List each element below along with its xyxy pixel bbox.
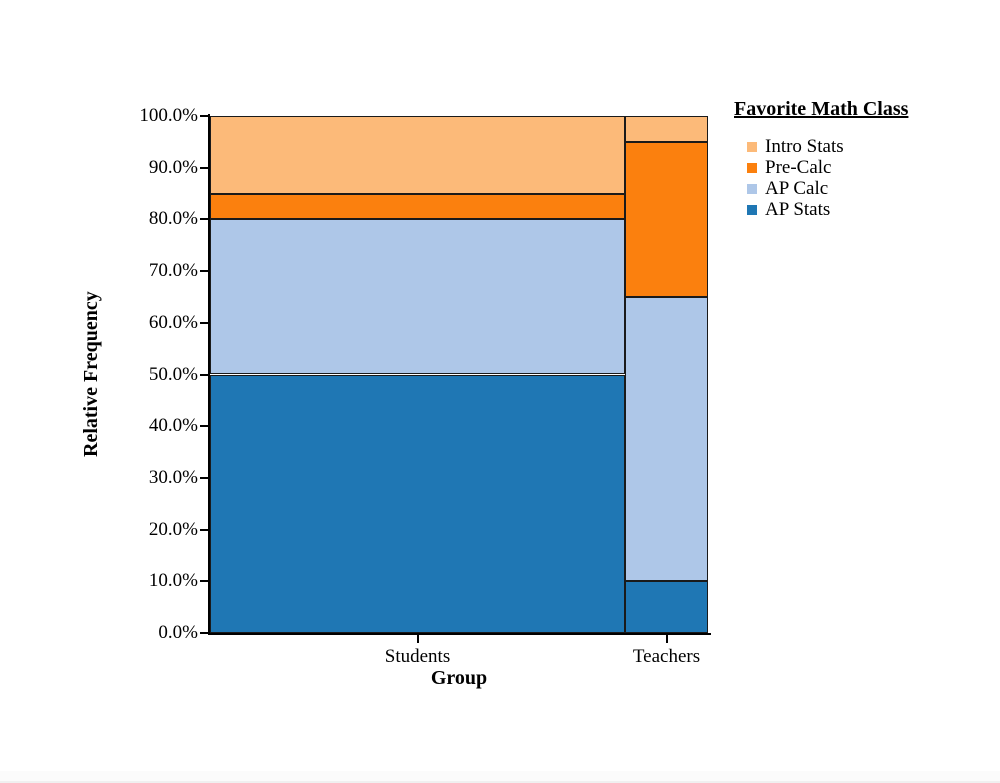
legend-swatch-ap-stats [747,204,757,215]
y-tick-30 [200,476,208,479]
y-axis-line [208,114,210,635]
y-tick-20 [200,528,208,531]
bar-segment-students-ap-calc [210,219,625,375]
legend-item-intro-stats: Intro Stats [734,136,908,157]
y-tick-label-0: 0.0% [158,622,198,643]
legend-item-pre-calc: Pre-Calc [734,157,908,178]
y-tick-label-90: 90.0% [148,156,198,178]
bar-segment-teachers-pre-calc [625,141,708,297]
x-tick-label-students: Students [384,646,451,667]
y-tick-0 [200,632,208,634]
y-tick-10 [200,580,208,583]
x-tick-students [416,635,419,643]
legend-title: Favorite Math Class [734,98,909,120]
y-tick-label-70: 70.0% [148,260,198,282]
legend-label-ap-calc: AP Calc [765,178,829,199]
bar-segment-students-pre-calc [210,193,625,220]
y-tick-label-40: 40.0% [148,415,198,437]
x-tick-label-teachers: Teachers [632,646,701,667]
y-tick-label-100: 100.0% [139,105,198,126]
page-bottom-edge [0,771,1000,783]
y-tick-40 [200,425,208,428]
legend-swatch-pre-calc [747,162,757,173]
y-tick-70 [200,270,208,273]
legend-item-ap-stats: AP Stats [734,199,908,220]
y-tick-label-20: 20.0% [148,518,198,540]
y-tick-label-50: 50.0% [148,363,198,385]
legend: Favorite Math Class Intro Stats Pre-Calc A… [734,98,908,220]
bar-segment-students-ap-stats [210,374,625,633]
y-tick-label-60: 60.0% [148,311,198,333]
legend-label-ap-stats: AP Stats [765,199,831,220]
y-tick-90 [200,166,208,169]
legend-label-pre-calc: Pre-Calc [765,157,832,178]
bar-segment-teachers-ap-calc [625,296,708,582]
y-tick-100 [200,115,208,117]
bar-segment-teachers-intro-stats [625,116,708,142]
y-tick-80 [200,218,208,221]
x-axis-title: Group [430,667,488,689]
y-tick-50 [200,373,208,376]
x-tick-teachers [665,635,668,643]
bar-segment-teachers-ap-stats [625,581,708,633]
y-tick-label-80: 80.0% [148,208,198,230]
x-axis-line [208,633,711,635]
y-tick-label-10: 10.0% [148,570,198,592]
legend-item-ap-calc: AP Calc [734,178,908,199]
legend-swatch-intro-stats [747,141,757,152]
y-tick-60 [200,321,208,324]
legend-items: Intro Stats Pre-Calc AP Calc AP Stats [734,136,908,220]
bar-segment-students-intro-stats [210,116,625,194]
legend-swatch-ap-calc [747,183,757,194]
plot-area: Students Teachers 0.0% 10.0% 20.0% 30.0% 40.0%… [139,105,711,667]
legend-label-intro-stats: Intro Stats [765,136,844,157]
y-tick-label-30: 30.0% [148,466,198,488]
